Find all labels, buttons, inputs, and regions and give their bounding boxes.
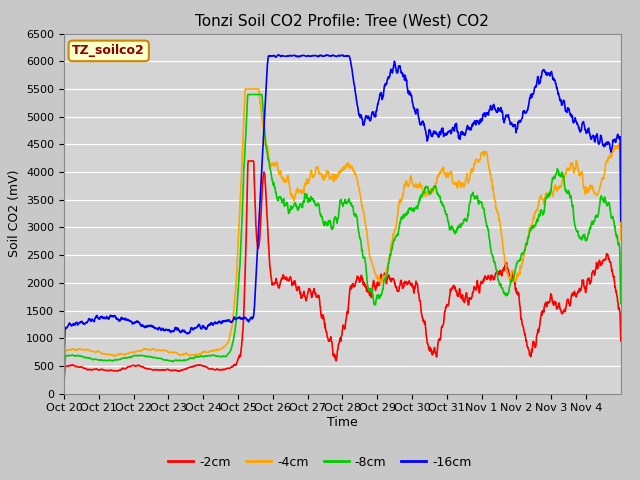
X-axis label: Time: Time: [327, 416, 358, 429]
-4cm: [70, 347, 78, 353]
-8cm: [346, 196, 353, 202]
-2cm: [312, 294, 320, 300]
-2cm: [444, 303, 452, 309]
-16cm: [346, 53, 353, 59]
-2cm: [244, 158, 252, 164]
-2cm: [582, 288, 589, 293]
-4cm: [617, 238, 625, 243]
Line: -16cm: -16cm: [64, 55, 621, 360]
-2cm: [617, 338, 625, 344]
Text: TZ_soilco2: TZ_soilco2: [72, 44, 145, 58]
-2cm: [60, 378, 68, 384]
-4cm: [312, 166, 320, 171]
-8cm: [617, 301, 625, 307]
-2cm: [160, 367, 168, 373]
-4cm: [582, 190, 589, 195]
-4cm: [444, 172, 452, 178]
-16cm: [444, 130, 452, 135]
-16cm: [275, 52, 282, 58]
-4cm: [241, 86, 249, 92]
-8cm: [312, 203, 320, 209]
Line: -8cm: -8cm: [64, 95, 621, 375]
-8cm: [244, 92, 252, 97]
Line: -2cm: -2cm: [64, 161, 621, 381]
-8cm: [70, 353, 78, 359]
-2cm: [70, 363, 78, 369]
-16cm: [312, 53, 320, 59]
-16cm: [160, 328, 168, 334]
-4cm: [160, 348, 168, 353]
-4cm: [60, 370, 68, 376]
-2cm: [346, 294, 353, 300]
Title: Tonzi Soil CO2 Profile: Tree (West) CO2: Tonzi Soil CO2 Profile: Tree (West) CO2: [195, 13, 490, 28]
Y-axis label: Soil CO2 (mV): Soil CO2 (mV): [8, 170, 20, 257]
-16cm: [582, 128, 589, 133]
Line: -4cm: -4cm: [64, 89, 621, 373]
-16cm: [617, 218, 625, 224]
Legend: -2cm, -4cm, -8cm, -16cm: -2cm, -4cm, -8cm, -16cm: [163, 451, 477, 474]
-8cm: [160, 357, 168, 363]
-8cm: [444, 219, 452, 225]
-16cm: [60, 357, 68, 363]
-4cm: [346, 165, 353, 171]
-8cm: [582, 235, 589, 241]
-16cm: [70, 322, 78, 327]
-8cm: [60, 372, 68, 378]
